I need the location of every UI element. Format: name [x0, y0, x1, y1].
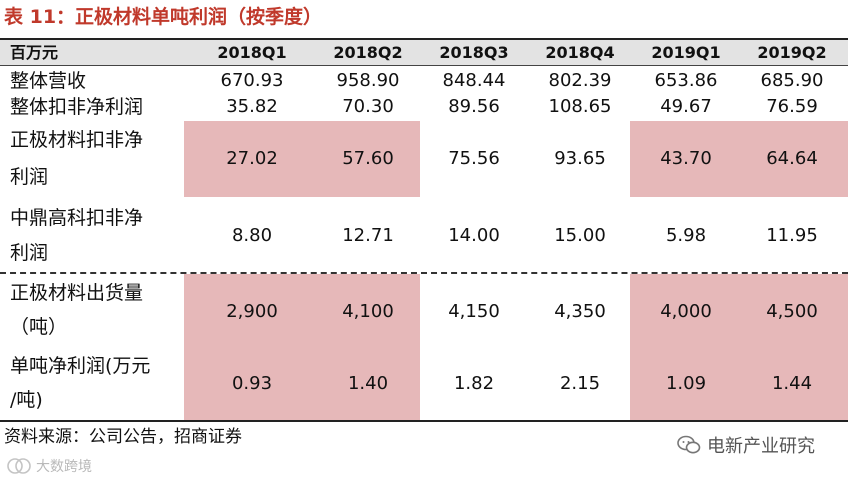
table-cell: 93.65: [554, 148, 606, 169]
brand-badge: 电新产业研究: [677, 432, 815, 458]
row-label-cont: （吨）: [10, 316, 68, 338]
table-cell: 43.70: [660, 148, 712, 169]
highlight-2019-volume: [630, 274, 848, 420]
table-cell: 0.93: [231, 373, 273, 394]
table-cell: 670.93: [220, 70, 284, 91]
table-cell: 49.67: [660, 96, 712, 117]
watermark-text: 大数跨境: [36, 459, 92, 475]
watermark-logo-icon: [7, 458, 31, 474]
table-row: 整体营收 670.93 958.90 848.44 802.39 653.86 …: [0, 68, 848, 94]
table-cell: 4,000: [660, 301, 712, 322]
header-col: 2018Q3: [439, 43, 509, 62]
brand-name: 电新产业研究: [707, 436, 815, 457]
table-row: 中鼎高科扣非净 利润 8.80 12.71 14.00 15.00 5.98 1…: [0, 198, 848, 272]
source-note: 资料来源：公司公告，招商证券: [4, 427, 242, 447]
table-cell: 8.80: [231, 225, 273, 246]
table-cell: 958.90: [336, 70, 400, 91]
section-divider: [0, 272, 848, 274]
header-col: 2018Q2: [333, 43, 403, 62]
table-cell: 685.90: [760, 70, 824, 91]
table-header: 百万元 2018Q1 2018Q2 2018Q3 2018Q4 2019Q1 2…: [0, 38, 848, 66]
table-cell: 1.09: [665, 373, 707, 394]
row-label: 正极材料扣非净: [10, 129, 144, 151]
table-cell: 4,500: [766, 301, 818, 322]
header-unit: 百万元: [10, 43, 59, 62]
table-cell: 57.60: [342, 148, 394, 169]
table-cell: 5.98: [665, 225, 707, 246]
row-label-cont: /吨): [10, 389, 43, 411]
row-label: 整体扣非净利润: [10, 96, 144, 118]
table-bottom-rule: [0, 420, 848, 422]
table-cell: 89.56: [448, 96, 500, 117]
table-cell: 2.15: [559, 373, 601, 394]
table-row: 正极材料出货量 （吨） 2,900 4,100 4,150 4,350 4,00…: [0, 276, 848, 348]
header-col: 2019Q2: [757, 43, 827, 62]
table-cell: 11.95: [766, 225, 818, 246]
header-col: 2018Q4: [545, 43, 615, 62]
table-cell: 14.00: [448, 225, 500, 246]
header-col: 2019Q1: [651, 43, 721, 62]
watermark: 大数跨境: [6, 456, 92, 476]
table-cell: 4,350: [554, 301, 606, 322]
header-col: 2018Q1: [217, 43, 287, 62]
table-cell: 75.56: [448, 148, 500, 169]
table-cell: 4,100: [342, 301, 394, 322]
table-cell: 1.44: [771, 373, 813, 394]
table-cell: 802.39: [548, 70, 612, 91]
table-cell: 4,150: [448, 301, 500, 322]
table-title: 表 11：正极材料单吨利润（按季度）: [4, 6, 323, 28]
table-cell: 848.44: [442, 70, 506, 91]
row-label-cont: 利润: [10, 242, 49, 264]
table-cell: 108.65: [548, 96, 612, 117]
highlight-2018-profit: [184, 121, 420, 197]
row-label-cont: 利润: [10, 166, 49, 188]
table-row: 整体扣非净利润 35.82 70.30 89.56 108.65 49.67 7…: [0, 94, 848, 120]
table-row: 单吨净利润(万元 /吨) 0.93 1.40 1.82 2.15 1.09 1.…: [0, 348, 848, 420]
table-cell: 35.82: [226, 96, 278, 117]
table-cell: 76.59: [766, 96, 818, 117]
table-cell: 70.30: [342, 96, 394, 117]
table-cell: 653.86: [654, 70, 718, 91]
row-label: 整体营收: [10, 70, 87, 92]
table-row: 正极材料扣非净 利润 27.02 57.60 75.56 93.65 43.70…: [0, 123, 848, 199]
highlight-2018-volume: [184, 274, 420, 420]
wechat-icon: [677, 435, 701, 454]
row-label: 单吨净利润(万元: [10, 355, 151, 377]
table-cell: 2,900: [226, 301, 278, 322]
table-cell: 27.02: [226, 148, 278, 169]
table-cell: 15.00: [554, 225, 606, 246]
row-label: 正极材料出货量: [10, 282, 144, 304]
table-cell: 12.71: [342, 225, 394, 246]
table-cell: 64.64: [766, 148, 818, 169]
row-label: 中鼎高科扣非净: [10, 207, 144, 229]
table-cell: 1.40: [347, 373, 389, 394]
highlight-2019-profit: [630, 121, 848, 197]
table-cell: 1.82: [453, 373, 495, 394]
